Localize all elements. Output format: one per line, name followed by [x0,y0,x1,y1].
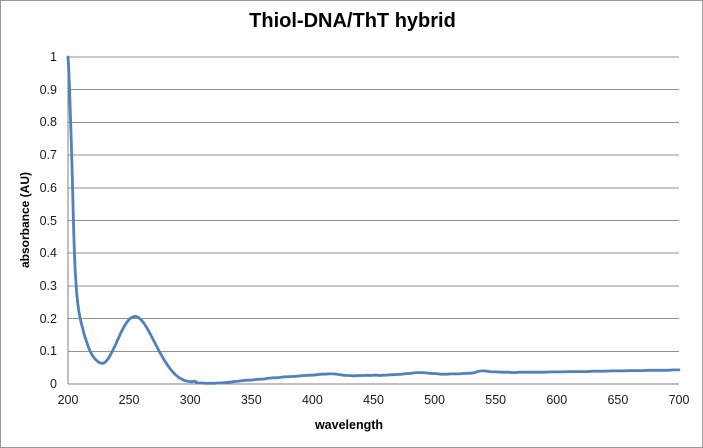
x-tick-label: 700 [668,393,690,407]
x-tick-label: 650 [607,393,629,407]
x-axis-title: wavelength [314,418,384,432]
y-tick-label: 0.1 [39,344,57,359]
x-tick-label: 300 [179,393,201,407]
y-tick-label: 0.8 [39,115,57,130]
x-tick-label: 550 [485,393,507,407]
x-tick-label: 600 [546,393,568,407]
chart-title: Thiol-DNA/ThT hybrid [249,10,456,32]
axis-lines [67,57,679,385]
y-tick-label: 0.7 [39,148,57,163]
y-tick-label: 0 [50,377,57,391]
x-tick-label: 250 [118,393,140,407]
y-tick-label: 0.5 [39,213,57,228]
y-tick-label: 0.4 [39,246,57,261]
x-tick-label: 500 [424,393,446,407]
y-tick-label: 0.6 [39,180,57,195]
absorbance-series-line [66,55,681,385]
y-tick-label: 0.3 [39,278,57,293]
gridlines [68,56,679,385]
x-tick-label: 200 [57,393,79,407]
y-tick-label: 1 [50,50,57,64]
x-tick-label: 400 [301,393,323,407]
x-tick-label: 350 [240,393,262,407]
x-tick-label: 450 [363,393,384,407]
y-tick-label: 0.2 [39,311,57,326]
y-tick-label: 0.9 [39,82,57,97]
